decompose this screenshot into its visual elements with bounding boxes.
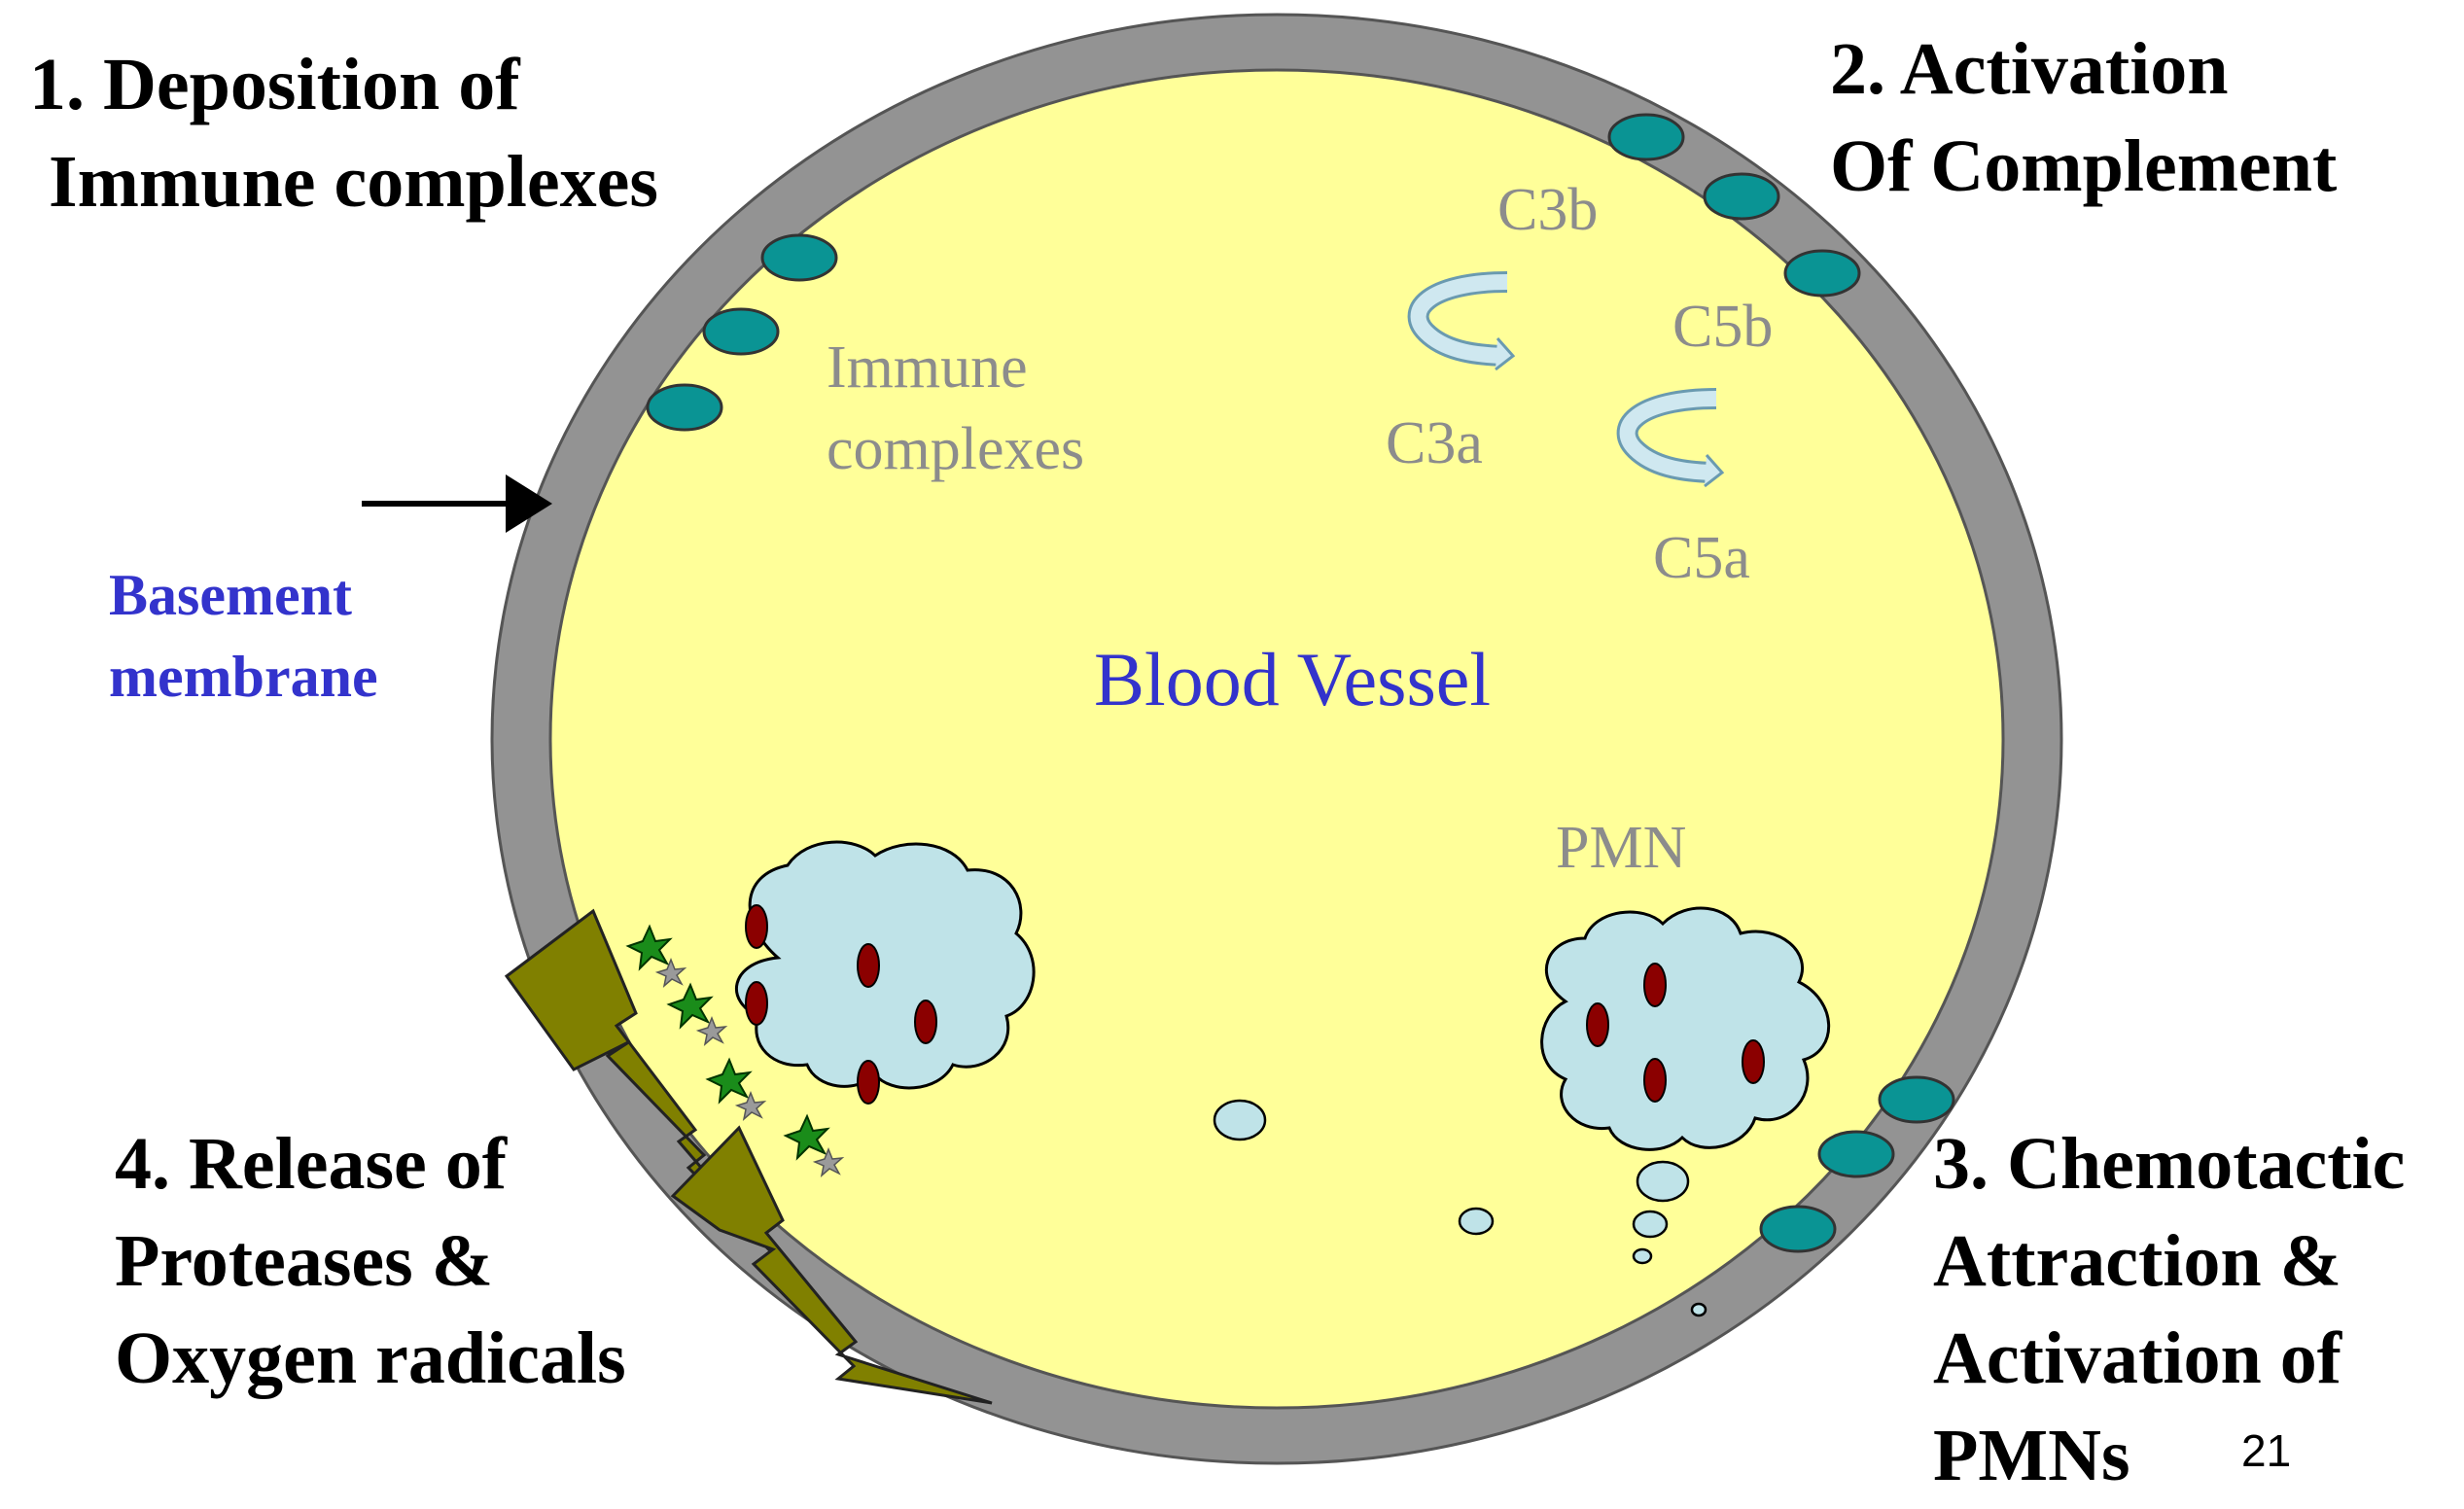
step1-line1: 1. Deposition of — [29, 44, 521, 125]
basement-membrane-line1: Basement — [109, 563, 352, 627]
tissue-damage-lightning-icon — [504, 908, 993, 1405]
nucleus-lobe — [857, 943, 880, 988]
step4-title: 4. Release of Proteases & Oxygen radical… — [115, 1123, 626, 1399]
step4-line1: 4. Release of — [115, 1123, 509, 1205]
step1-title: 1. Deposition of Immune complexes — [29, 44, 658, 223]
pmn-cell-left — [734, 840, 1036, 1105]
nucleus-lobe — [745, 981, 768, 1026]
nucleus-lobe — [1643, 1058, 1667, 1103]
immune-complex — [702, 307, 780, 356]
c5b-label: C5b — [1672, 294, 1773, 360]
step4-line2: Proteases & — [115, 1220, 493, 1302]
immune-complexes-label: Immune complexes — [827, 334, 1084, 482]
nucleus-lobe — [857, 1060, 880, 1105]
immune-complexes-line2: complexes — [827, 416, 1084, 482]
step3-title: 3. Chemotactic Attraction & Activation o… — [1933, 1123, 2423, 1496]
immune-complex-deposits-right — [1607, 113, 1861, 298]
nucleus-lobe — [1586, 1002, 1609, 1047]
protease-radical-particles — [625, 924, 845, 1178]
step3-line3: Activation of — [1933, 1317, 2343, 1399]
pmn-label: PMN — [1556, 815, 1686, 881]
immune-complex — [760, 233, 838, 282]
step4-line3: Oxygen radicals — [115, 1317, 626, 1399]
c5-cleavage-arrow-icon — [1616, 388, 1725, 488]
step3-line1: 3. Chemotactic — [1933, 1123, 2405, 1205]
immune-complex — [1783, 249, 1861, 298]
step2-line1: 2. Activation — [1830, 28, 2229, 110]
immune-complex — [1607, 113, 1685, 161]
blood-vessel-label: Blood Vessel — [1094, 637, 1491, 721]
page-number: 21 — [2241, 1425, 2291, 1476]
step3-line2: Attraction & — [1933, 1220, 2341, 1302]
nucleus-lobe — [1643, 963, 1667, 1007]
c3a-label: C3a — [1386, 410, 1483, 476]
step1-line2: Immune complexes — [49, 141, 658, 223]
step2-title: 2. Activation Of Complement — [1830, 28, 2337, 207]
c5a-label: C5a — [1653, 525, 1750, 591]
immune-complex — [1878, 1075, 1955, 1124]
immune-complex — [1703, 172, 1780, 221]
immune-complex — [1759, 1205, 1837, 1253]
step2-line2: Of Complement — [1830, 125, 2337, 207]
immune-complex-deposits-bottom-right — [1759, 1075, 1955, 1253]
nucleus-lobe — [745, 904, 768, 949]
nucleus-lobe — [1742, 1039, 1765, 1084]
cell-fragments — [1213, 1099, 1707, 1317]
step3-line4: PMNs — [1933, 1415, 2130, 1496]
nucleus-lobe — [914, 1000, 937, 1044]
immune-complex-deposits-left — [646, 233, 838, 432]
immune-complex — [646, 383, 723, 432]
basement-membrane-label: Basement membrane — [109, 563, 378, 709]
c3-cleavage-arrow-icon — [1407, 271, 1516, 371]
pmn-cell-right — [1540, 906, 1831, 1151]
basement-membrane-line2: membrane — [109, 645, 378, 709]
immune-complexes-line1: Immune — [827, 334, 1028, 401]
immune-complex — [1817, 1130, 1895, 1178]
c3b-label: C3b — [1497, 177, 1598, 243]
